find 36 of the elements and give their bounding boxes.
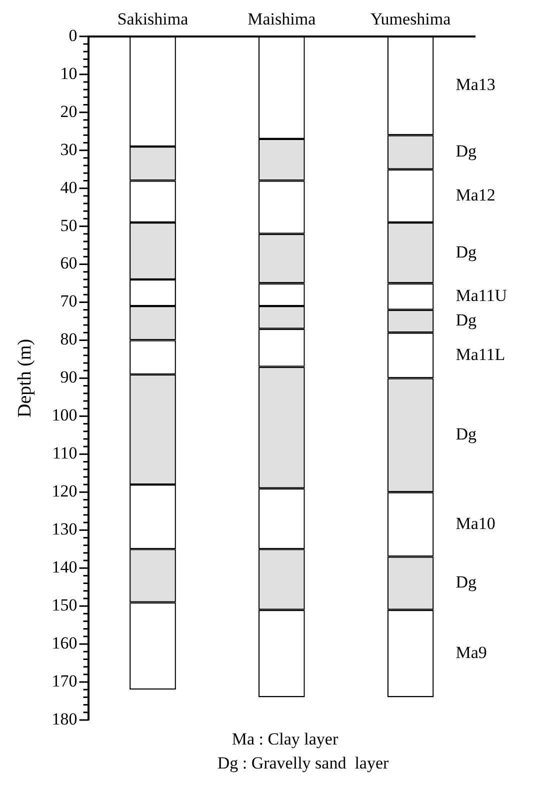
- series-label: Dg: [456, 572, 478, 592]
- y-tick-label: 140: [52, 558, 78, 577]
- y-tick-label: 180: [52, 709, 78, 728]
- text: Ma : Clay layer: [232, 729, 338, 748]
- x-tick-label: Maishima: [248, 10, 316, 29]
- y-tick-label: 60: [60, 254, 78, 273]
- y-tick-label: 150: [52, 596, 78, 615]
- y-tick-label: 10: [60, 64, 78, 83]
- y-tick-label: 40: [60, 178, 78, 197]
- series-label: Ma12: [456, 185, 496, 204]
- y-tick-label: 90: [60, 368, 78, 387]
- y-tick-label: 110: [52, 444, 78, 463]
- y-tick-label: 0: [68, 26, 78, 45]
- series-label: Ma10: [456, 514, 496, 533]
- y-tick-label: 160: [52, 634, 78, 653]
- y-tick-label: 130: [52, 520, 78, 539]
- y-tick-label: 70: [60, 292, 78, 311]
- series-label: Dg: [456, 424, 478, 444]
- y-tick-label: 170: [52, 671, 78, 690]
- series-label: Ma11U: [456, 286, 508, 306]
- series-label: Ma11L: [456, 344, 506, 364]
- y-tick-label: 120: [52, 482, 78, 501]
- series-label: Ma13: [456, 75, 496, 94]
- series-label: Dg: [456, 142, 478, 161]
- y-tick-label: 100: [52, 406, 78, 425]
- x-tick-label: Yumeshima: [370, 10, 452, 29]
- y-tick-label: 30: [60, 140, 78, 159]
- series-label: Dg: [456, 310, 478, 330]
- y-tick-label: 80: [60, 330, 78, 349]
- y-tick-label: 50: [60, 216, 78, 235]
- x-tick-label: Sakishima: [117, 10, 189, 29]
- series-label: Ma9: [456, 643, 487, 662]
- series-label: Dg: [456, 242, 478, 262]
- y-tick-label: 20: [60, 102, 78, 121]
- y-axis-title: Depth (m): [14, 338, 36, 418]
- text: Dg : Gravelly sand layer: [217, 753, 390, 772]
